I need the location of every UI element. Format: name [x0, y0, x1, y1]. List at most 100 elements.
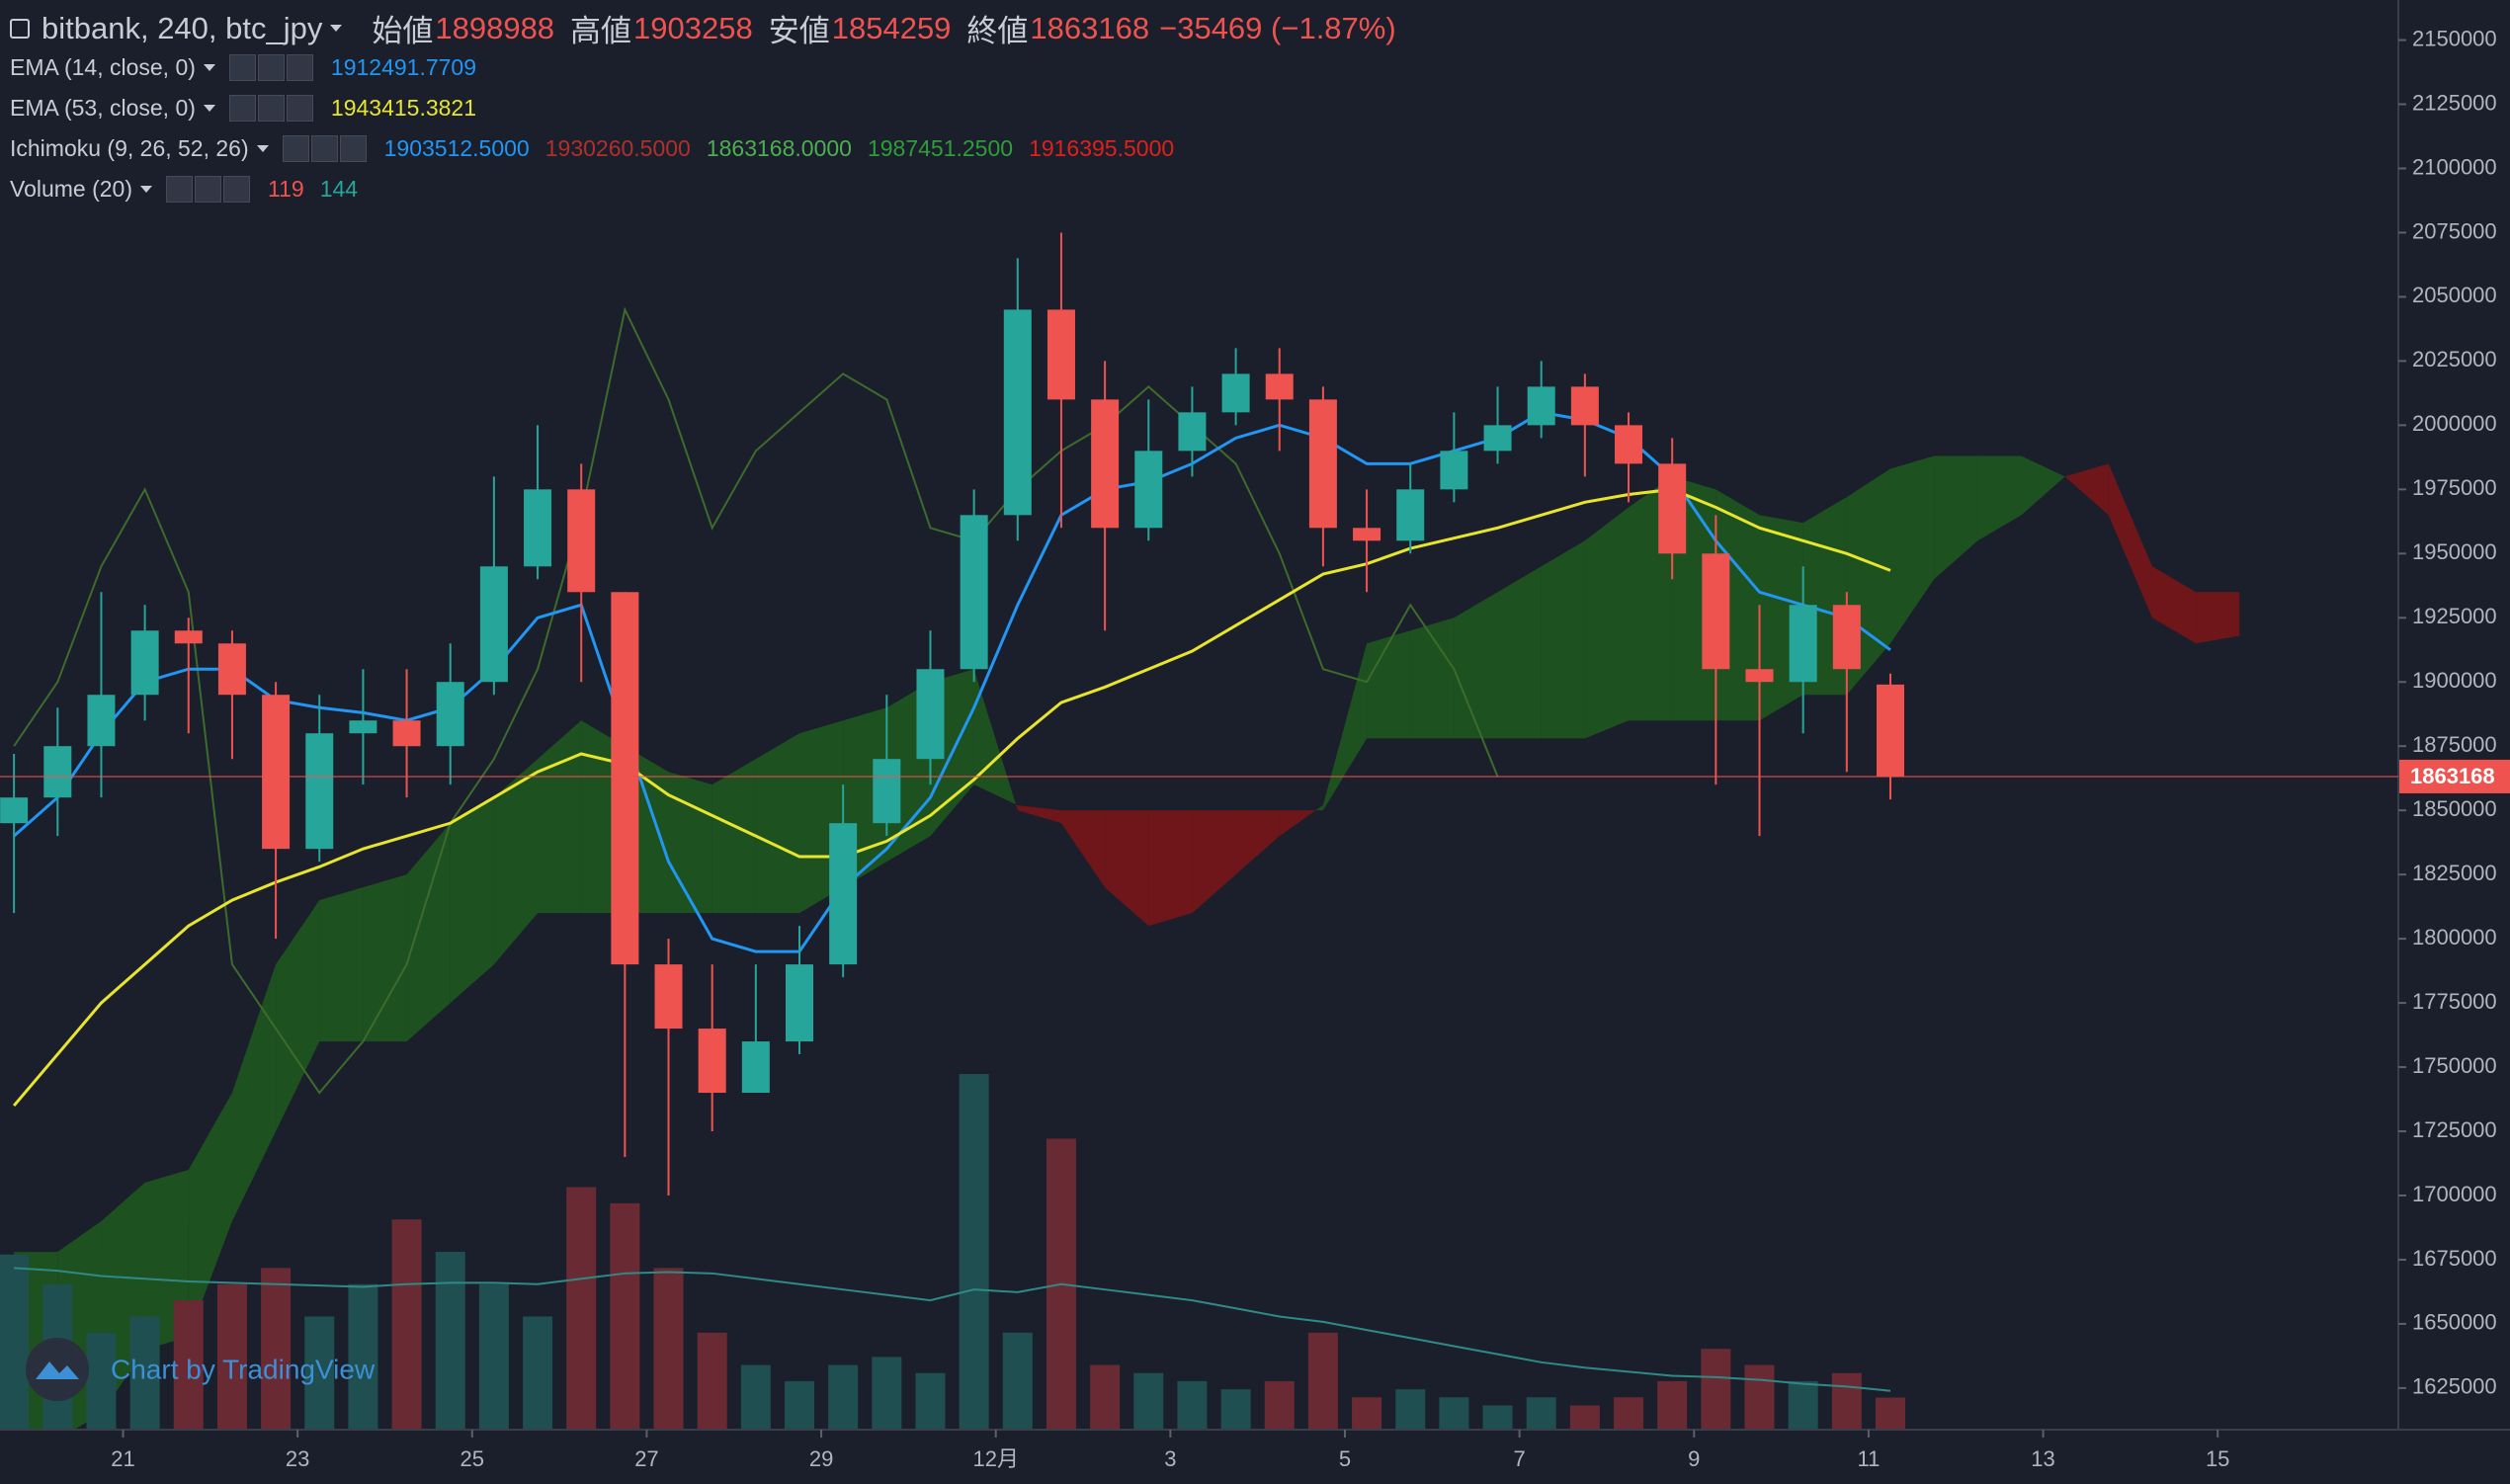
volume-bar	[1307, 1332, 1338, 1430]
y-tick-label: 1700000	[2412, 1182, 2497, 1206]
cloud	[755, 733, 799, 914]
volume-bar	[1526, 1397, 1556, 1430]
last-price-box	[2399, 759, 2510, 793]
candle-body	[1003, 309, 1032, 516]
candle-body	[1527, 386, 1555, 426]
indicator-name[interactable]: EMA (14, close, 0)	[10, 54, 196, 80]
volume-bar	[348, 1283, 378, 1430]
settings-icon[interactable]	[257, 54, 285, 81]
change-value: −35469 (−1.87%)	[1159, 10, 1396, 45]
candle-body	[1178, 412, 1207, 452]
remove-icon[interactable]	[286, 95, 313, 122]
candle-body	[130, 630, 159, 696]
cloud	[1889, 455, 1935, 644]
volume-bar	[1439, 1397, 1469, 1430]
x-tick-label: 21	[111, 1446, 134, 1471]
visibility-icon[interactable]	[228, 95, 256, 122]
ohlc-value: 1898988	[435, 10, 555, 45]
candle-body	[1308, 399, 1337, 529]
x-tick-label: 25	[460, 1446, 484, 1471]
remove-icon[interactable]	[223, 176, 251, 203]
settings-icon[interactable]	[310, 135, 338, 162]
cloud	[450, 797, 494, 1004]
y-tick-label: 1775000	[2412, 989, 2497, 1014]
x-tick-label: 12月	[972, 1446, 1018, 1471]
plot-area	[0, 232, 2240, 1430]
cloud	[2021, 455, 2065, 516]
volume-bar	[1614, 1397, 1644, 1430]
candle-body	[916, 669, 945, 760]
cloud	[1315, 804, 1323, 811]
ohlc-label: 安値	[768, 14, 830, 48]
volume-bar	[915, 1372, 946, 1430]
candle-body	[1832, 605, 1861, 670]
indicator-row: EMA (53, close, 0) 1943415.3821	[10, 95, 476, 122]
remove-icon[interactable]	[286, 54, 313, 81]
caret[interactable]	[203, 64, 215, 71]
indicator-row: Volume (20) 119 144	[10, 176, 358, 203]
cloud	[1977, 455, 2022, 541]
cloud	[1410, 618, 1455, 739]
lagging-span	[13, 306, 1499, 1095]
candle-body	[1221, 373, 1250, 413]
volume-bar	[1569, 1405, 1600, 1430]
cloud	[276, 900, 320, 1132]
volume-bar	[1744, 1364, 1775, 1430]
y-tick-label: 1925000	[2412, 604, 2497, 628]
volume-bar	[959, 1074, 989, 1430]
visibility-icon[interactable]	[166, 176, 194, 203]
cloud	[1235, 810, 1280, 875]
cloud	[1934, 455, 1978, 580]
y-tick-label: 2025000	[2412, 347, 2497, 371]
x-tick-label: 29	[809, 1446, 833, 1471]
candle-body	[43, 746, 72, 798]
caret[interactable]	[203, 105, 215, 112]
symbol-row: bitbank, 240, btc_jpy 始値 1898988 高値 1903…	[10, 6, 1396, 50]
cloud	[1148, 810, 1193, 927]
candle-body	[174, 630, 203, 644]
candle-body	[1440, 451, 1468, 490]
candle-body	[1091, 399, 1120, 529]
indicator-value: 1903512.5000	[383, 135, 530, 161]
settings-icon[interactable]	[257, 95, 285, 122]
indicator-value: 1916395.5000	[1029, 135, 1175, 161]
symbol-title[interactable]: bitbank, 240, btc_jpy	[42, 10, 323, 45]
x-tick-label: 9	[1688, 1446, 1700, 1471]
volume-bar	[1788, 1380, 1818, 1430]
remove-icon[interactable]	[339, 135, 367, 162]
candle-body	[567, 489, 596, 593]
volume-bar	[1264, 1380, 1295, 1430]
candle-body	[217, 643, 246, 696]
y-tick-label: 1825000	[2412, 861, 2497, 885]
indicator-name[interactable]: EMA (53, close, 0)	[10, 95, 196, 121]
candle-body	[1396, 489, 1425, 541]
x-tick-label: 7	[1514, 1446, 1526, 1471]
indicator-value: 1943415.3821	[330, 95, 477, 121]
caret[interactable]	[140, 186, 153, 193]
visibility-icon[interactable]	[282, 135, 309, 162]
y-tick-label: 1650000	[2412, 1310, 2497, 1335]
visibility-icon[interactable]	[228, 54, 256, 81]
indicator-name[interactable]: Volume (20)	[10, 176, 133, 202]
y-tick-label: 2150000	[2412, 26, 2497, 50]
settings-icon[interactable]	[195, 176, 222, 203]
caret[interactable]	[256, 145, 269, 152]
candle-body	[1876, 684, 1904, 777]
indicator-name[interactable]: Ichimoku (9, 26, 52, 26)	[10, 135, 249, 161]
volume-bar	[0, 1254, 30, 1430]
y-tick-label: 1975000	[2412, 475, 2497, 500]
x-tick-label: 3	[1164, 1446, 1176, 1471]
candle-body	[611, 592, 639, 965]
cloud	[711, 759, 756, 914]
indicator-value: 119	[268, 176, 304, 202]
indicator-row: Ichimoku (9, 26, 52, 26) 1903512.5000 193…	[10, 135, 1174, 162]
caret[interactable]	[330, 25, 343, 32]
cloud	[231, 964, 277, 1221]
volume-bar	[1657, 1380, 1688, 1430]
indicator-value: 1912491.7709	[330, 54, 477, 80]
candle-body	[786, 964, 813, 1042]
collapse-toggle[interactable]	[10, 18, 30, 39]
candle-body	[87, 695, 116, 747]
ohlc-value: 1863168	[1030, 10, 1150, 45]
